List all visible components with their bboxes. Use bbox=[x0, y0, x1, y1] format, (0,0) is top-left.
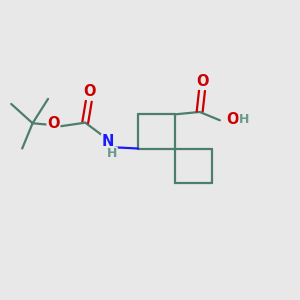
Text: N: N bbox=[102, 134, 114, 149]
Text: O: O bbox=[196, 74, 209, 89]
Text: O: O bbox=[226, 112, 239, 127]
Text: O: O bbox=[83, 84, 96, 99]
Text: H: H bbox=[107, 147, 117, 160]
Text: H: H bbox=[239, 112, 250, 126]
Text: O: O bbox=[47, 116, 60, 131]
